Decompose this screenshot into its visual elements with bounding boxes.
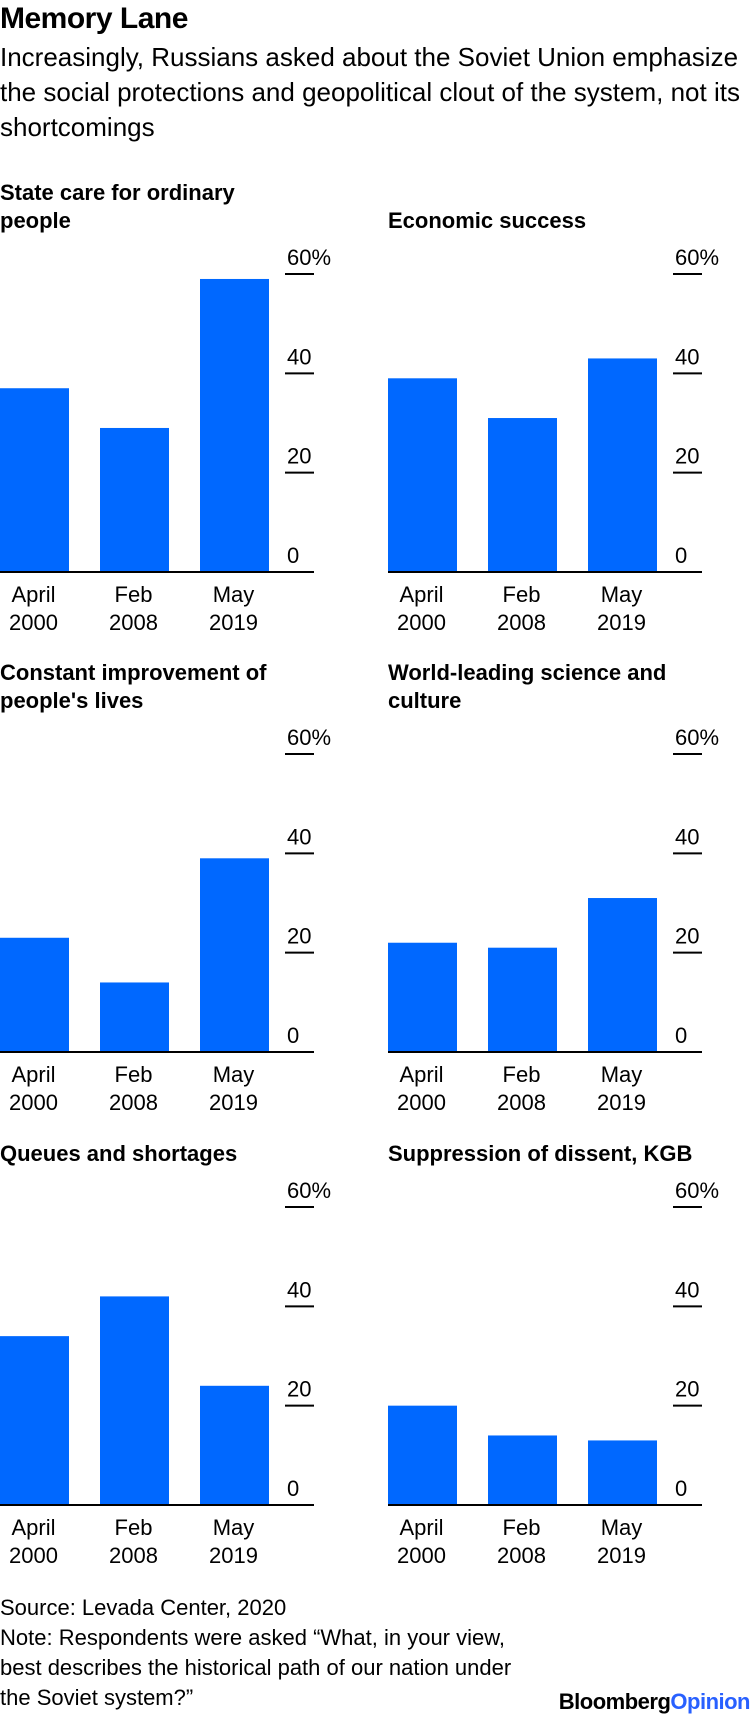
- bar: [0, 937, 69, 1052]
- bar: [0, 1336, 69, 1505]
- x-tick-label: 2000: [9, 1543, 58, 1568]
- x-tick-label: Feb: [503, 582, 541, 607]
- x-tick-label: Feb: [115, 1062, 153, 1087]
- x-tick-label: 2008: [109, 610, 158, 635]
- y-tick-label: 60%: [675, 725, 719, 750]
- bar: [588, 358, 657, 572]
- chart-subtitle: Increasingly, Russians asked about the S…: [0, 42, 740, 142]
- bar: [488, 947, 557, 1052]
- x-tick-label: April: [399, 1515, 443, 1540]
- y-tick-label: 20: [675, 444, 699, 469]
- x-tick-label: May: [213, 1515, 255, 1540]
- chart-title: Memory Lane: [0, 2, 188, 35]
- y-tick-label: 40: [287, 344, 311, 369]
- x-tick-label: April: [399, 1062, 443, 1087]
- x-tick-label: 2000: [397, 610, 446, 635]
- x-tick-label: 2000: [9, 610, 58, 635]
- x-tick-label: May: [213, 582, 255, 607]
- x-tick-label: 2008: [109, 1543, 158, 1568]
- y-tick-label: 0: [287, 1476, 299, 1501]
- x-tick-label: Feb: [115, 1515, 153, 1540]
- y-tick-label: 0: [675, 1023, 687, 1048]
- x-tick-label: Feb: [503, 1062, 541, 1087]
- y-tick-label: 0: [287, 543, 299, 568]
- y-tick-label: 20: [675, 1377, 699, 1402]
- x-tick-label: 2008: [497, 1543, 546, 1568]
- x-tick-label: 2019: [597, 1543, 646, 1568]
- panel-title: people: [0, 208, 71, 233]
- y-tick-label: 0: [287, 1023, 299, 1048]
- y-tick-label: 40: [287, 824, 311, 849]
- y-tick-label: 40: [675, 1277, 699, 1302]
- y-tick-label: 20: [287, 924, 311, 949]
- x-tick-label: 2019: [597, 1090, 646, 1115]
- x-tick-label: April: [11, 582, 55, 607]
- survey-note: Note: Respondents were asked “What, in y…: [0, 1625, 512, 1710]
- brand-accent: Opinion: [670, 1689, 750, 1714]
- panel-title: Suppression of dissent, KGB: [388, 1141, 692, 1166]
- x-tick-label: 2019: [209, 1543, 258, 1568]
- y-tick-label: 20: [287, 444, 311, 469]
- x-tick-label: Feb: [115, 582, 153, 607]
- brand-name: Bloomberg: [558, 1689, 671, 1714]
- y-tick-label: 40: [675, 344, 699, 369]
- x-tick-label: April: [11, 1062, 55, 1087]
- x-tick-label: 2000: [397, 1090, 446, 1115]
- panel-title: Queues and shortages: [0, 1141, 237, 1166]
- y-tick-label: 60%: [287, 725, 331, 750]
- bar: [388, 1405, 457, 1505]
- x-tick-label: Feb: [503, 1515, 541, 1540]
- y-tick-label: 20: [675, 924, 699, 949]
- bar: [200, 1385, 269, 1505]
- bar: [0, 388, 69, 572]
- x-tick-label: May: [601, 1062, 643, 1087]
- bar: [200, 858, 269, 1052]
- x-tick-label: 2000: [9, 1090, 58, 1115]
- y-tick-label: 40: [675, 824, 699, 849]
- y-tick-label: 20: [287, 1377, 311, 1402]
- bar: [388, 942, 457, 1052]
- bar: [200, 278, 269, 572]
- bloomberg-opinion-logo: BloombergOpinion: [559, 1689, 750, 1715]
- y-tick-label: 60%: [287, 1178, 331, 1203]
- bar: [588, 1440, 657, 1505]
- panel-title: State care for ordinary: [0, 180, 236, 205]
- x-tick-label: 2008: [497, 1090, 546, 1115]
- bar: [100, 982, 169, 1052]
- x-tick-label: 2000: [397, 1543, 446, 1568]
- bar: [488, 418, 557, 572]
- bar: [488, 1435, 557, 1505]
- x-tick-label: April: [399, 582, 443, 607]
- panel-title: Constant improvement of: [0, 660, 267, 685]
- y-tick-label: 60%: [287, 245, 331, 270]
- x-tick-label: 2019: [209, 610, 258, 635]
- x-tick-label: May: [601, 582, 643, 607]
- x-tick-label: 2019: [209, 1090, 258, 1115]
- x-tick-label: May: [213, 1062, 255, 1087]
- y-tick-label: 0: [675, 1476, 687, 1501]
- x-tick-label: 2008: [109, 1090, 158, 1115]
- x-tick-label: 2019: [597, 610, 646, 635]
- x-tick-label: 2008: [497, 610, 546, 635]
- panel-title: people's lives: [0, 688, 143, 713]
- y-tick-label: 0: [675, 543, 687, 568]
- y-tick-label: 60%: [675, 1178, 719, 1203]
- footer: Source: Levada Center, 2020 Note: Respon…: [0, 1593, 520, 1713]
- bar: [100, 1296, 169, 1505]
- panel-title: Economic success: [388, 208, 586, 233]
- panel-title: World-leading science and: [388, 660, 666, 685]
- bar: [100, 427, 169, 572]
- source-note: Source: Levada Center, 2020: [0, 1595, 287, 1620]
- bar: [388, 378, 457, 572]
- x-tick-label: May: [601, 1515, 643, 1540]
- y-tick-label: 40: [287, 1277, 311, 1302]
- x-tick-label: April: [11, 1515, 55, 1540]
- y-tick-label: 60%: [675, 245, 719, 270]
- bar: [588, 898, 657, 1052]
- panel-title: culture: [388, 688, 461, 713]
